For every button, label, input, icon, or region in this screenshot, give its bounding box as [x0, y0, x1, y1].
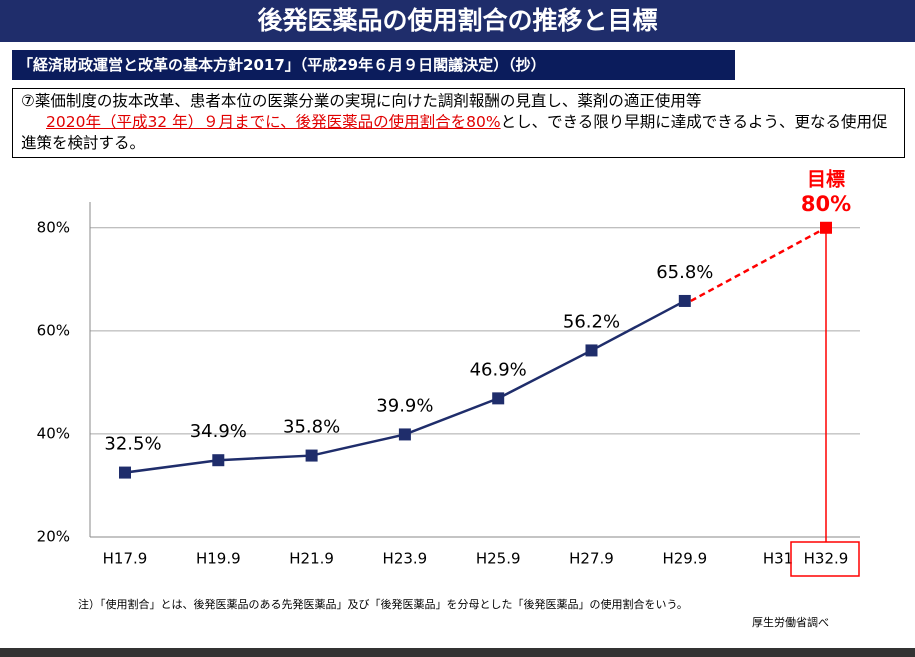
- x-tick-label: H21.9: [289, 550, 334, 568]
- marker: [212, 454, 225, 467]
- footnote: 注）「使用割合」とは、後発医薬品のある先発医薬品」及び「後発医薬品」を分母とした…: [78, 598, 688, 611]
- value-label: 39.9%: [376, 395, 433, 416]
- subtitle: 「経済財政運営と改革の基本方針2017」（平成29年６月９日閣議決定）（抄）: [12, 50, 735, 80]
- policy-line: ⑦薬価制度の抜本改革、患者本位の医薬分業の実現に向けた調剤報酬の見直し、薬剤の適…: [21, 92, 702, 110]
- policy-highlight: 2020年（平成32 年）９月までに、後発医薬品の使用割合を80%: [46, 113, 501, 131]
- marker: [492, 392, 505, 405]
- x-tick-label: H25.9: [476, 550, 521, 568]
- target-value-label: 80%: [801, 192, 851, 216]
- y-tick-label: 80%: [37, 218, 70, 236]
- marker: [305, 449, 318, 462]
- value-label: 46.9%: [470, 359, 527, 380]
- value-label: 32.5%: [104, 434, 161, 455]
- marker: [398, 428, 411, 441]
- target-category-box: [790, 541, 860, 577]
- marker: [119, 466, 131, 479]
- x-tick-label: H19.9: [196, 550, 241, 568]
- x-tick-label: H17.9: [103, 550, 148, 568]
- marker: [678, 294, 691, 307]
- value-label: 56.2%: [563, 311, 620, 332]
- x-tick-label: H27.9: [569, 550, 614, 568]
- title: 後発医薬品の使用割合の推移と目標: [0, 0, 915, 42]
- marker: [585, 344, 598, 357]
- target-marker: [820, 221, 832, 234]
- policy-rest: とし、できる限り早期に達成できるよう、更なる使用促進策を検討する。: [21, 113, 888, 152]
- policy-box: ⑦薬価制度の抜本改革、患者本位の医薬分業の実現に向けた調剤報酬の見直し、薬剤の適…: [12, 88, 905, 158]
- target-label: 目標: [807, 168, 845, 191]
- x-tick-label: H31: [763, 550, 793, 568]
- bottom-bar: [0, 648, 915, 657]
- value-label: 65.8%: [656, 262, 713, 283]
- x-tick-label: H29.9: [662, 550, 707, 568]
- x-tick-label: H23.9: [383, 550, 428, 568]
- value-label: 34.9%: [190, 421, 247, 442]
- policy-line: 2020年（平成32 年）９月までに、後発医薬品の使用割合を80%とし、できる限…: [21, 112, 896, 154]
- value-label: 35.8%: [283, 417, 340, 438]
- y-tick-label: 20%: [37, 528, 70, 546]
- target-dash: [690, 226, 827, 303]
- y-tick-label: 60%: [37, 321, 70, 339]
- y-tick-label: 40%: [37, 424, 70, 442]
- x-tick-label: H32.9: [804, 550, 849, 568]
- source: 厚生労働省調べ: [752, 616, 829, 629]
